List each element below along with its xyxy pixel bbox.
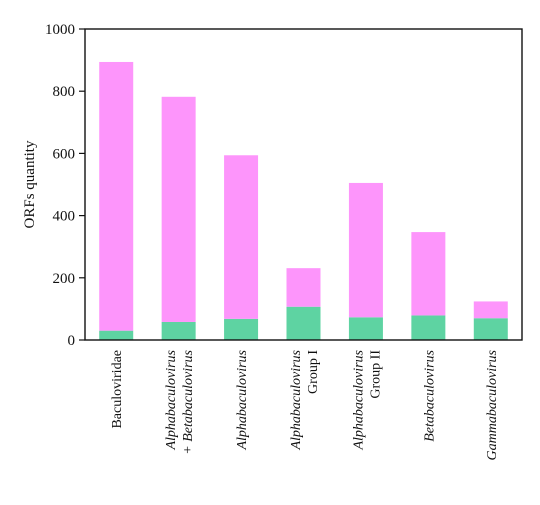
bar-segment-upper: [473, 301, 508, 319]
y-tick-label: 0: [68, 333, 76, 349]
y-axis-label: ORFs quantity: [22, 140, 38, 228]
bar-segment-upper: [99, 61, 134, 331]
y-tick-label: 400: [53, 209, 76, 225]
bar-segment-upper: [411, 232, 446, 316]
y-tick-label: 800: [53, 84, 76, 100]
category-label: Group I: [306, 350, 321, 394]
bar-segment-lower: [286, 306, 321, 340]
category-label: Alphabaculovirus: [235, 349, 250, 450]
bar-segment-lower: [348, 317, 383, 340]
bar-segment-upper: [348, 182, 383, 318]
category-label: Betabaculovirus: [422, 349, 437, 441]
bar-segment-lower: [411, 315, 446, 340]
category-label: Gammabaculovirus: [485, 349, 500, 460]
bar-segment-lower: [473, 318, 508, 340]
bar-segment-upper: [161, 96, 196, 322]
category-label: Alphabaculovirus: [289, 349, 304, 450]
x-axis-labels: Baculoviridae Alphabaculovirus + Betabacul…: [110, 349, 500, 460]
y-tick-label: 600: [53, 146, 76, 162]
bar-segment-lower: [161, 321, 196, 340]
category-label: Group II: [368, 350, 383, 399]
y-tick-label: 200: [53, 271, 76, 287]
category-label: Alphabaculovirus: [164, 349, 179, 450]
bar-segment-upper: [224, 155, 259, 319]
bars-layer: [99, 61, 508, 340]
bar-segment-upper: [286, 268, 321, 307]
category-label: + Betabaculovirus: [181, 349, 196, 454]
y-tick-label: 1000: [45, 22, 75, 38]
category-label: Alphabaculovirus: [351, 349, 366, 450]
category-label: Baculoviridae: [110, 350, 125, 429]
bar-segment-lower: [99, 330, 134, 340]
plot-frame: [84, 28, 523, 341]
y-axis: 0 200 400 600 800 1000: [45, 22, 85, 349]
bar-segment-lower: [224, 318, 259, 340]
